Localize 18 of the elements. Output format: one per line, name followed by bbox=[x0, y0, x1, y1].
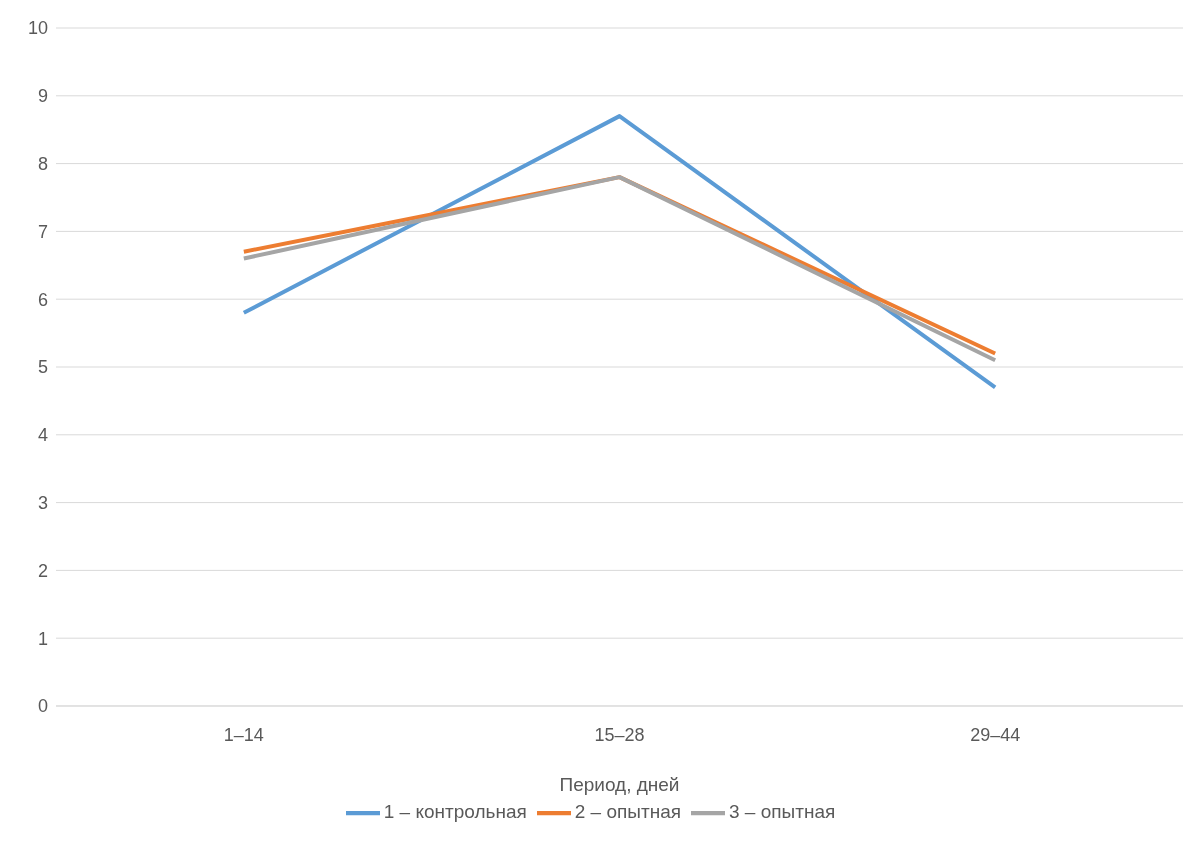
x-tick-label: 29–44 bbox=[970, 724, 1021, 745]
legend-label: 1 – контрольная bbox=[383, 801, 527, 823]
y-tick-label: 10 bbox=[27, 18, 48, 39]
y-tick-label: 8 bbox=[37, 153, 48, 174]
y-tick-label: 7 bbox=[37, 221, 48, 242]
x-tick-label: 1–14 bbox=[223, 724, 264, 745]
y-tick-label: 4 bbox=[37, 425, 48, 446]
y-tick-label: 0 bbox=[37, 696, 48, 717]
y-tick-label: 5 bbox=[37, 357, 48, 378]
y-tick-label: 2 bbox=[37, 560, 48, 581]
y-tick-label: 1 bbox=[37, 628, 48, 649]
x-tick-label: 15–28 bbox=[594, 724, 645, 745]
y-tick-label: 9 bbox=[37, 86, 48, 107]
legend-label: 3 – опытная bbox=[729, 801, 836, 823]
x-axis-title: Период, дней bbox=[559, 774, 680, 795]
legend-label: 2 – опытная bbox=[574, 801, 682, 823]
y-tick-label: 3 bbox=[37, 492, 48, 513]
y-tick-label: 6 bbox=[37, 289, 48, 310]
